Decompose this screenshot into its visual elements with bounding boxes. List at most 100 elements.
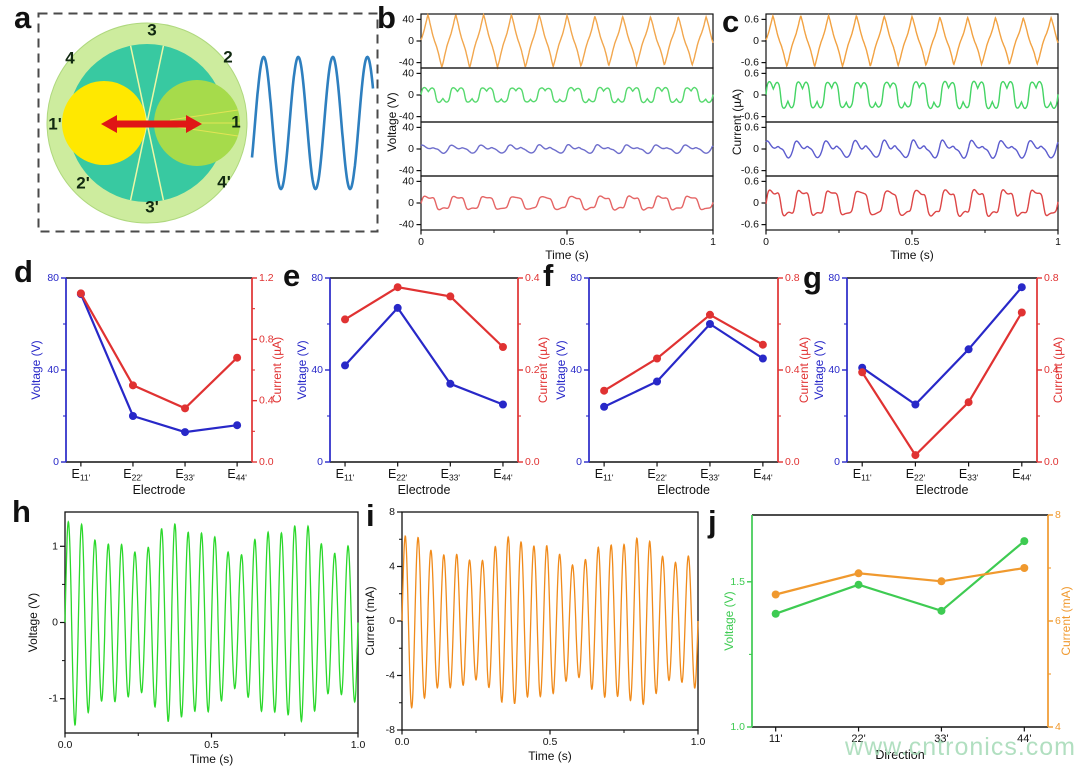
svg-text:-0.6: -0.6 <box>741 57 759 69</box>
electrode-label-1: 1 <box>231 112 241 132</box>
svg-text:0.0: 0.0 <box>58 739 73 751</box>
panel-f-chart: 0 40 80 0.0 0.4 0.8 E11' E22' E33' E44' Electrode V… <box>554 272 811 497</box>
svg-text:Current (mA): Current (mA) <box>1059 586 1073 655</box>
panel-c-trace-2 <box>765 80 1059 110</box>
panel-label-j: j <box>708 504 717 539</box>
svg-text:0.0: 0.0 <box>395 736 410 748</box>
svg-text:0.5: 0.5 <box>204 739 219 751</box>
svg-text:22': 22' <box>851 733 865 745</box>
svg-text:Direction: Direction <box>875 748 924 762</box>
panel-b-trace-3 <box>420 143 714 155</box>
svg-text:40: 40 <box>311 364 323 376</box>
electrode-label-2p: 2' <box>76 173 90 193</box>
svg-text:0.6: 0.6 <box>744 67 759 79</box>
svg-text:0: 0 <box>753 143 759 155</box>
svg-text:40: 40 <box>402 67 414 79</box>
panel-c-trace-4 <box>765 188 1059 218</box>
panel-b-trace-2 <box>420 86 714 104</box>
panel-b-trace-1 <box>420 12 714 70</box>
panel-e-chart: 0 40 80 0.0 0.2 0.4 E11' E22' E33' E44' Electrode V… <box>295 272 550 497</box>
svg-text:0: 0 <box>52 617 58 629</box>
svg-text:0.5: 0.5 <box>560 236 575 248</box>
svg-text:Voltage (V): Voltage (V) <box>722 591 736 650</box>
svg-text:Current (µA): Current (µA) <box>270 337 284 403</box>
svg-text:0.0: 0.0 <box>1044 456 1059 468</box>
panel-c-trace-3 <box>765 139 1059 159</box>
svg-text:0: 0 <box>317 456 323 468</box>
svg-text:0: 0 <box>753 197 759 209</box>
svg-text:Electrode: Electrode <box>657 483 710 497</box>
panel-f-right-line <box>603 313 764 392</box>
svg-text:0.6: 0.6 <box>744 175 759 187</box>
svg-text:Electrode: Electrode <box>916 483 969 497</box>
svg-text:0.0: 0.0 <box>525 456 540 468</box>
svg-text:1.2: 1.2 <box>259 272 274 284</box>
panel-g-right-line <box>861 311 1023 457</box>
svg-text:80: 80 <box>311 272 323 284</box>
panel-h-trace <box>64 520 359 727</box>
panel-g-chart: 0 40 80 0.0 0.4 0.8 E11' E22' E33' E44' Electrode V… <box>812 272 1065 497</box>
svg-text:E33': E33' <box>959 467 979 483</box>
svg-text:0.5: 0.5 <box>543 736 558 748</box>
panel-a-diagram <box>37 12 379 233</box>
svg-text:40: 40 <box>402 121 414 133</box>
svg-text:1: 1 <box>1055 236 1061 248</box>
svg-text:0.5: 0.5 <box>905 236 920 248</box>
svg-text:Voltage (V): Voltage (V) <box>812 340 826 399</box>
watermark: www.cntronics.com <box>845 733 1076 761</box>
svg-text:0: 0 <box>408 89 414 101</box>
svg-text:Electrode: Electrode <box>133 483 186 497</box>
svg-text:40: 40 <box>47 364 59 376</box>
panel-d-right-line <box>79 292 238 410</box>
svg-text:0: 0 <box>53 456 59 468</box>
panel-i-trace <box>401 535 699 709</box>
panel-label-c: c <box>722 4 740 39</box>
svg-text:0.4: 0.4 <box>1044 364 1059 376</box>
svg-text:Voltage (V): Voltage (V) <box>29 340 43 399</box>
svg-text:0.4: 0.4 <box>525 272 540 284</box>
svg-text:80: 80 <box>570 272 582 284</box>
svg-text:0: 0 <box>753 89 759 101</box>
panel-e-right-line <box>344 286 504 348</box>
panel-b-trace-4 <box>420 195 714 211</box>
panel-j-right-line <box>775 566 1025 596</box>
svg-text:11': 11' <box>769 733 783 745</box>
svg-text:0: 0 <box>408 197 414 209</box>
electrode-label-4p: 4' <box>217 172 231 192</box>
svg-text:E11': E11' <box>71 467 90 483</box>
panel-g-left-line <box>861 286 1023 406</box>
svg-text:E22': E22' <box>647 467 667 483</box>
svg-text:1.0: 1.0 <box>691 736 706 748</box>
electrode-label-2: 2 <box>223 47 233 67</box>
electrode-label-1p: 1' <box>48 114 62 134</box>
svg-text:-40: -40 <box>399 219 414 231</box>
svg-text:0.0: 0.0 <box>259 456 274 468</box>
panel-j-left-line <box>775 540 1026 615</box>
svg-text:40: 40 <box>402 13 414 25</box>
svg-text:E22': E22' <box>906 467 926 483</box>
svg-text:6: 6 <box>1055 615 1061 627</box>
panel-label-g: g <box>803 260 822 295</box>
svg-text:0.8: 0.8 <box>785 272 800 284</box>
svg-text:Electrode: Electrode <box>398 483 451 497</box>
svg-text:0.4: 0.4 <box>259 395 274 407</box>
svg-text:40: 40 <box>402 175 414 187</box>
svg-text:0: 0 <box>389 615 395 627</box>
svg-text:E11': E11' <box>336 467 355 483</box>
panel-d-left-line <box>79 293 238 434</box>
panel-label-h: h <box>12 494 31 529</box>
svg-text:0: 0 <box>408 35 414 47</box>
svg-text:E44': E44' <box>753 467 773 483</box>
svg-text:E33': E33' <box>441 467 461 483</box>
svg-text:E11': E11' <box>853 467 872 483</box>
svg-text:Voltage (V): Voltage (V) <box>385 92 399 151</box>
svg-text:Time (s): Time (s) <box>528 749 572 763</box>
svg-text:40: 40 <box>828 364 840 376</box>
arrow-right-head <box>186 115 202 133</box>
svg-text:-40: -40 <box>399 165 414 177</box>
svg-text:Time (s): Time (s) <box>890 248 934 262</box>
svg-text:Time (s): Time (s) <box>190 752 234 766</box>
svg-text:Current (mA): Current (mA) <box>363 586 377 655</box>
